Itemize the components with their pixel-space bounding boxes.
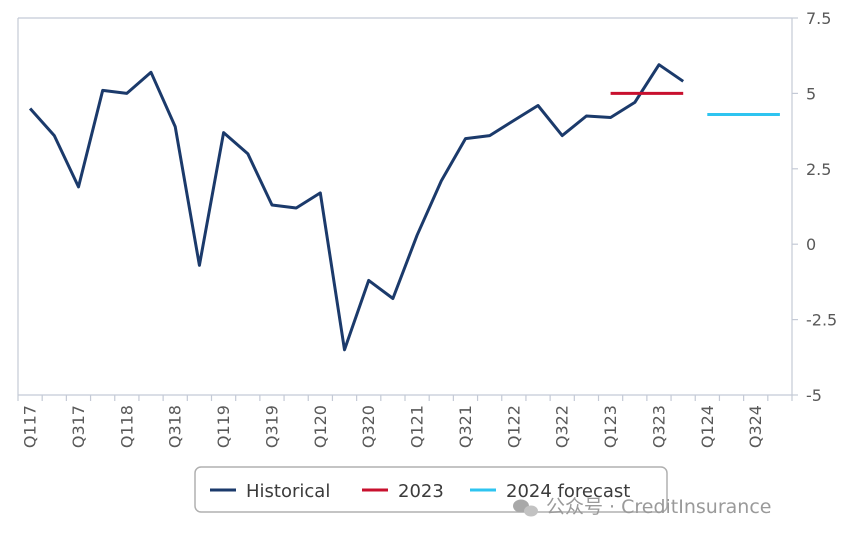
legend: Historical 2023 2024 forecast	[194, 466, 668, 513]
y-tick-label: 0	[806, 235, 816, 254]
x-tick-label: Q318	[166, 405, 185, 448]
watermark: 公众号 · CreditInsurance	[513, 496, 771, 518]
x-tick-label: Q319	[262, 405, 281, 448]
watermark-text: 公众号 · CreditInsurance	[546, 496, 771, 518]
x-tick-label: Q123	[601, 405, 620, 448]
legend-label-historical: Historical	[246, 481, 330, 502]
x-tick-label: Q320	[359, 405, 378, 448]
y-tick-label: 2.5	[806, 160, 831, 179]
x-tick-label: Q324	[746, 405, 765, 448]
y-tick-label: 5	[806, 84, 816, 103]
y-tick-label: -2.5	[806, 311, 837, 330]
legend-box	[194, 466, 668, 513]
y-tick-label: -5	[806, 386, 822, 405]
series-line-historical	[28, 63, 685, 352]
y-tick-label: 7.5	[806, 9, 831, 28]
x-tick-label: Q122	[504, 405, 523, 448]
x-tick-label: Q124	[698, 405, 717, 448]
x-tick-label: Q119	[214, 405, 233, 448]
axes: 7.5 5 2.5 0 -2.5 -5 Q117 Q317 Q118 Q318 Q119 Q319 Q1…	[17, 9, 837, 448]
wechat-icon	[513, 499, 538, 517]
legend-label-2023: 2023	[398, 481, 444, 502]
series-layer	[28, 63, 780, 352]
x-tick-label: Q323	[649, 405, 668, 448]
x-tick-label: Q322	[553, 405, 572, 448]
legend-label-2024-forecast: 2024 forecast	[506, 481, 630, 502]
x-tick-label: Q118	[117, 405, 136, 448]
x-tick-label: Q321	[456, 405, 475, 448]
x-tick-label: Q120	[311, 405, 330, 448]
x-tick-label: Q117	[21, 405, 40, 448]
x-tick-label: Q121	[408, 405, 427, 448]
x-tick-label: Q317	[69, 405, 88, 448]
